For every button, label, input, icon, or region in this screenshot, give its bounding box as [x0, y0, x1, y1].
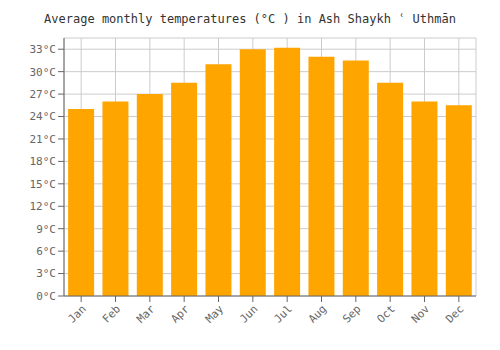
svg-text:24°C: 24°C	[30, 110, 57, 123]
svg-text:Apr: Apr	[169, 302, 193, 326]
svg-text:Feb: Feb	[100, 302, 123, 325]
html-text:Average monthly temperatures (: Average monthly temperatures (°C ) in As…	[44, 12, 456, 26]
svg-text:Aug: Aug	[306, 302, 329, 325]
svg-text:15°C: 15°C	[30, 178, 57, 191]
svg-text:Nov: Nov	[409, 302, 433, 326]
svg-text:9°C: 9°C	[36, 223, 56, 236]
svg-text:3°C: 3°C	[36, 267, 56, 280]
svg-text:Oct: Oct	[375, 302, 398, 325]
svg-text:18°C: 18°C	[30, 155, 57, 168]
svg-text:Mar: Mar	[134, 302, 158, 326]
svg-text:Dec: Dec	[443, 302, 466, 325]
svg-text:Jul: Jul	[272, 302, 295, 325]
svg-text:6°C: 6°C	[36, 245, 56, 258]
svg-text:33°C: 33°C	[30, 43, 57, 56]
svg-text:27°C: 27°C	[30, 88, 57, 101]
svg-text:21°C: 21°C	[30, 133, 57, 146]
svg-text:Sep: Sep	[340, 302, 363, 325]
svg-text:May: May	[203, 302, 227, 326]
svg-text:Jan: Jan	[66, 302, 89, 325]
svg-text:30°C: 30°C	[30, 66, 57, 79]
svg-text:0°C: 0°C	[36, 290, 56, 303]
svg-text:12°C: 12°C	[30, 200, 57, 213]
svg-text:Jun: Jun	[237, 302, 260, 325]
